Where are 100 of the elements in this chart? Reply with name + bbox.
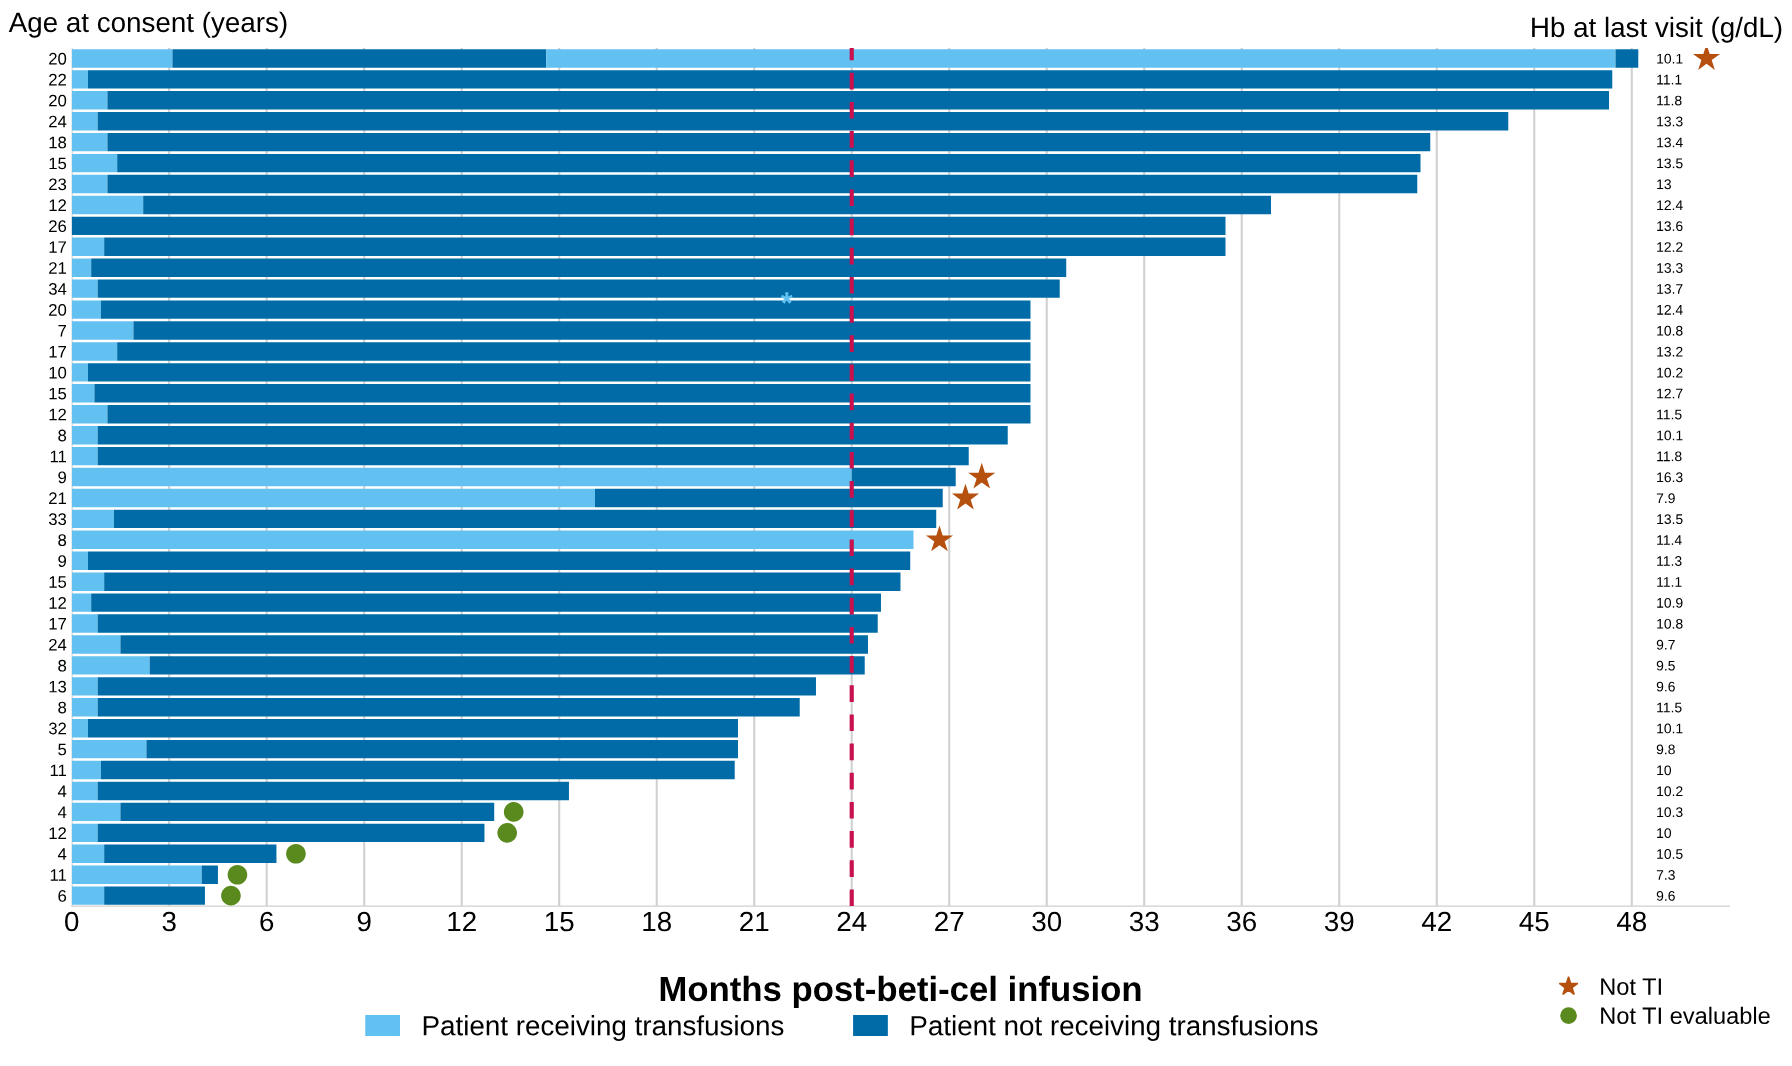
- y-tick-label: 32: [48, 722, 66, 735]
- bar: [71, 446, 98, 466]
- bar: [71, 195, 144, 215]
- bar: [71, 865, 202, 884]
- bar: [71, 698, 98, 717]
- bar: [97, 677, 816, 696]
- y-tick-label: 8: [58, 659, 67, 672]
- y-tick-label: 5: [58, 743, 67, 756]
- y2-tick-label: 11.5: [1657, 702, 1682, 713]
- y-tick-label: 33: [48, 513, 67, 526]
- x-tick-label: 42: [1421, 911, 1451, 932]
- bar: [71, 132, 108, 152]
- bar: [71, 614, 98, 633]
- bar: [100, 760, 735, 780]
- bar: [594, 488, 943, 508]
- y-tick-label: 26: [49, 220, 67, 233]
- y2-tick-label: 9.6: [1656, 681, 1675, 692]
- y2-tick-label: 10.5: [1657, 849, 1683, 859]
- y-tick-label: 10: [49, 366, 67, 379]
- y2-tick-label: 13.3: [1657, 263, 1683, 273]
- bar: [71, 153, 118, 173]
- y2-tick-label: 10.1: [1657, 53, 1683, 64]
- point: [503, 802, 524, 822]
- y-tick-label: 12: [49, 199, 66, 211]
- y-tick-label: 6: [58, 890, 67, 902]
- bar: [97, 614, 878, 633]
- bar: [91, 593, 881, 612]
- bar: [71, 488, 595, 508]
- bar: [87, 363, 1031, 382]
- x-tick-label: 6: [260, 911, 274, 932]
- y2-tick-label: 13.4: [1657, 137, 1683, 148]
- point: [951, 483, 980, 510]
- bar: [120, 802, 495, 822]
- bar: [71, 112, 98, 131]
- y-tick-label: 20: [49, 52, 67, 65]
- y2-tick-label: 7.3: [1656, 870, 1675, 880]
- y2-tick-label: 11.3: [1657, 556, 1682, 566]
- bar: [71, 844, 105, 863]
- y-tick-label: 8: [58, 429, 67, 442]
- x-tick-label: 27: [935, 911, 964, 932]
- y2-tick-label: 12.7: [1657, 388, 1683, 399]
- y-tick-label: 22: [49, 73, 66, 86]
- bar: [71, 572, 105, 591]
- y2-tick-label: 10.8: [1657, 618, 1683, 629]
- y-tick-label: 8: [58, 701, 67, 714]
- bar: [146, 739, 738, 759]
- y2-tick-label: 16.3: [1657, 472, 1683, 483]
- bar: [71, 823, 98, 843]
- y-tick-label: 20: [49, 304, 67, 316]
- bar: [117, 342, 1031, 361]
- y-axis-title: Age at consent (years): [8, 11, 287, 38]
- y-tick-label: 13: [49, 680, 67, 693]
- bar: [107, 132, 1431, 152]
- bar: [91, 258, 1067, 277]
- bar: [107, 174, 1418, 194]
- x-tick-label: 18: [643, 911, 671, 932]
- bar: [71, 237, 105, 257]
- bar: [71, 739, 147, 759]
- point: [227, 864, 248, 885]
- x-axis-title: Months post-beti-cel infusion: [660, 975, 1141, 1009]
- bar: [71, 363, 88, 382]
- x-tick-label: 9: [357, 911, 371, 932]
- x-tick-label: 21: [740, 911, 769, 932]
- bar: [71, 530, 914, 550]
- bar: [851, 467, 956, 487]
- y-tick-label: 23: [49, 178, 67, 191]
- bar: [71, 551, 88, 570]
- point: [925, 525, 954, 552]
- bar: [71, 300, 101, 319]
- y-tick-label: 24: [49, 638, 67, 651]
- bar: [107, 405, 1031, 424]
- y2-tick-label: 12.4: [1657, 200, 1683, 210]
- bar: [71, 279, 98, 298]
- x-tick-label: 12: [448, 911, 476, 932]
- bar: [107, 91, 1610, 110]
- bar: [71, 174, 108, 194]
- y2-tick-label: 13: [1657, 179, 1671, 190]
- bar: [104, 572, 901, 591]
- y-tick-label: 20: [49, 94, 67, 107]
- y-tick-label: 34: [48, 283, 67, 295]
- y-tick-label: 7: [58, 325, 66, 337]
- bar: [104, 237, 1226, 257]
- y2-tick-label: 7.9: [1656, 493, 1675, 504]
- y-tick-label: 12: [49, 408, 66, 421]
- bar: [71, 593, 92, 612]
- y2-tick-label: 13.5: [1657, 158, 1683, 169]
- bar: [546, 49, 1616, 68]
- bar: [97, 425, 1008, 445]
- bar: [71, 384, 95, 403]
- legend-label: Not TI evaluable: [1601, 1006, 1770, 1025]
- bar: [71, 635, 121, 654]
- y2-tick-label: 10.3: [1657, 807, 1683, 818]
- y-tick-label: 11: [50, 450, 67, 463]
- x-tick-label: 36: [1227, 911, 1256, 932]
- bar: [172, 49, 547, 68]
- y-tick-label: 15: [49, 387, 67, 400]
- x-tick-label: 45: [1519, 911, 1549, 932]
- legend-label: Patient receiving transfusions: [423, 1015, 784, 1041]
- y2-tick-label: 11.5: [1657, 409, 1682, 420]
- y-tick-label: 11: [50, 764, 67, 777]
